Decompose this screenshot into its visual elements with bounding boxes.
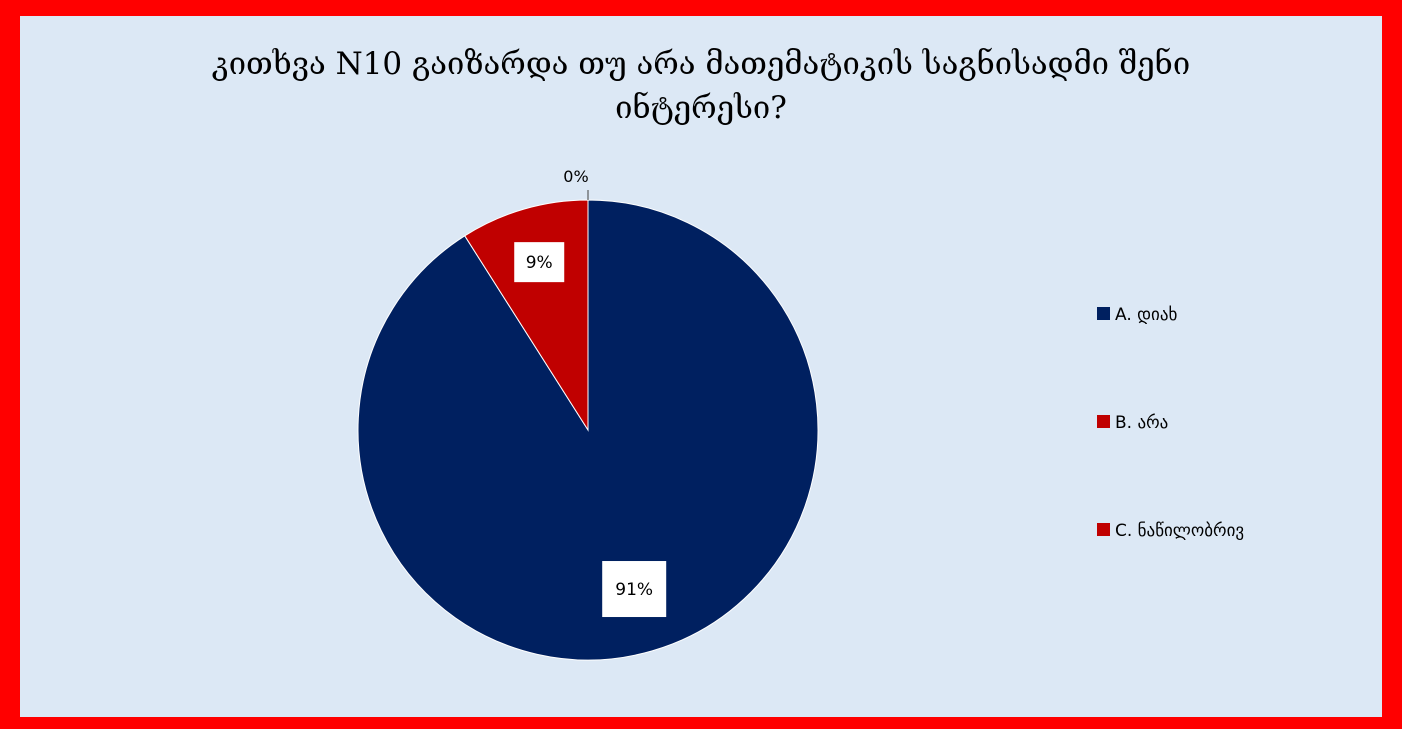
- data-label-2: 0%: [563, 167, 588, 186]
- pie-slices: [357, 199, 819, 661]
- chart-title-line-1: კითხვა N10 გაიზარდა თუ არა მათემატიკის ს…: [211, 46, 1191, 82]
- legend-label-2: C. ნაწილობრივ: [1115, 521, 1244, 541]
- data-label-box-0: [602, 561, 667, 618]
- legend-label-0: A. დიახ: [1115, 305, 1177, 325]
- legend-swatch-0: [1097, 307, 1110, 320]
- legend-swatch-2: [1097, 523, 1110, 536]
- pie-data-labels: 91% 9% 0%: [514, 167, 667, 618]
- data-label-0: 91%: [615, 580, 653, 600]
- legend-swatch-1: [1097, 415, 1110, 428]
- chart-title: კითხვა N10 გაიზარდა თუ არა მათემატიკის ს…: [0, 42, 1402, 130]
- data-label-1: 9%: [526, 253, 553, 273]
- chart-title-line-2: ინტერესი?: [615, 90, 787, 126]
- data-label-box-1: [514, 242, 565, 283]
- legend: A. დიახ B. არა C. ნაწილობრივ: [1097, 305, 1244, 541]
- legend-label-1: B. არა: [1115, 413, 1168, 433]
